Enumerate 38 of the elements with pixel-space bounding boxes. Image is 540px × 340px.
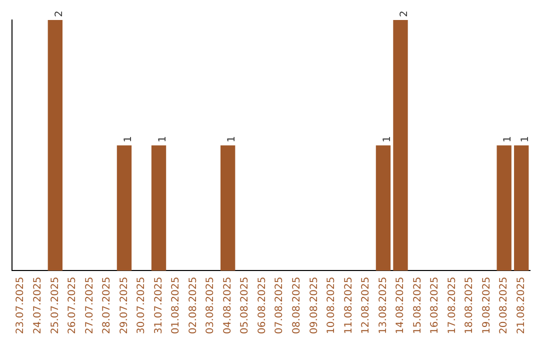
x-tick-label: 19.08.2025 xyxy=(481,276,492,334)
x-tick-label: 04.08.2025 xyxy=(222,276,234,334)
x-tick-label: 06.08.2025 xyxy=(256,276,268,334)
x-tick-label: 12.08.2025 xyxy=(360,276,372,334)
data-label: 1 xyxy=(382,136,393,142)
x-tick-label: 20.08.2025 xyxy=(498,276,510,334)
data-label: 1 xyxy=(157,136,168,142)
x-tick-label: 10.08.2025 xyxy=(326,276,338,334)
x-tick-label: 21.08.2025 xyxy=(516,276,527,334)
x-tick-label: 03.08.2025 xyxy=(205,276,216,334)
x-tick-label: 24.07.2025 xyxy=(32,276,44,334)
x-tick-label: 26.07.2025 xyxy=(67,276,78,334)
data-label: 1 xyxy=(226,136,238,142)
x-tick-label: 11.08.2025 xyxy=(343,276,354,334)
data-label: 2 xyxy=(54,10,65,17)
x-tick-label: 30.07.2025 xyxy=(136,276,148,334)
x-tick-label: 02.08.2025 xyxy=(188,276,199,334)
x-tick-label: 07.08.2025 xyxy=(274,276,286,334)
x-tick-label: 01.08.2025 xyxy=(170,276,182,334)
x-tick-label: 13.08.2025 xyxy=(378,276,389,334)
x-tick-label: 23.07.2025 xyxy=(15,276,26,334)
x-tick-label: 27.07.2025 xyxy=(84,276,96,334)
x-tick-label: 25.07.2025 xyxy=(50,276,61,334)
data-label: 1 xyxy=(502,136,514,142)
x-tick-label: 29.07.2025 xyxy=(118,276,130,334)
data-label: 1 xyxy=(520,136,531,142)
x-tick-label: 09.08.2025 xyxy=(308,276,320,334)
x-tick-label: 15.08.2025 xyxy=(412,276,424,334)
x-tick-label: 18.08.2025 xyxy=(464,276,476,334)
x-tick-label: 14.08.2025 xyxy=(395,276,406,334)
data-label: 1 xyxy=(122,136,134,142)
x-tick-label: 05.08.2025 xyxy=(240,276,251,334)
x-tick-label: 08.08.2025 xyxy=(291,276,302,334)
data-label: 2 xyxy=(399,10,410,17)
x-tick-label: 31.07.2025 xyxy=(153,276,164,334)
x-tick-label: 17.08.2025 xyxy=(446,276,458,334)
x-tick-label: 16.08.2025 xyxy=(430,276,441,334)
x-tick-label: 28.07.2025 xyxy=(102,276,113,334)
